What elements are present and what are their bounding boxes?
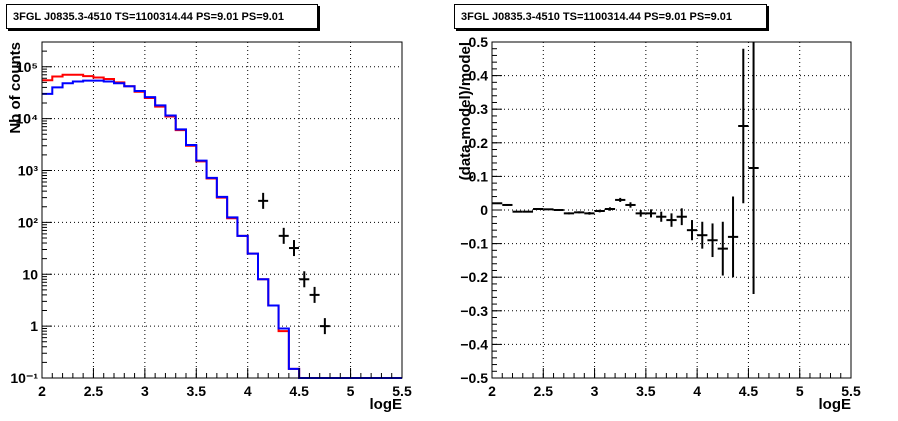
left-frame	[41, 41, 403, 379]
right-y-tick-label: −0.5	[460, 370, 488, 386]
right-x-tick-label: 4.5	[739, 383, 759, 399]
left-ticks	[41, 41, 403, 379]
right-tick-labels: 2 2.5 3 3.5 4 4.5 5 5.5 −0.5 −0.4 −0.3 −0.2 −0.1 0 0.1…	[460, 34, 861, 399]
right-chart-title: 3FGL J0835.3-4510 TS=1100314.44 PS=9.01 …	[454, 4, 767, 29]
right-x-tick-label: 3.5	[636, 383, 656, 399]
right-x-tick-label: 2.5	[534, 383, 554, 399]
left-x-tick-label: 5.5	[392, 383, 412, 399]
left-x-tick-label: 3	[141, 383, 149, 399]
left-y-tick-label: 1	[30, 318, 38, 334]
left-histogram-series-1	[42, 79, 402, 379]
right-chart: 2 2.5 3 3.5 4 4.5 5 5.5 −0.5 −0.4 −0.3 −0.2 −0.1 0 0.1…	[457, 34, 861, 413]
left-x-tick-label: 3.5	[187, 383, 207, 399]
right-x-tick-label: 5	[796, 383, 804, 399]
right-x-tick-label: 4	[693, 383, 701, 399]
right-x-tick-label: 2	[488, 383, 496, 399]
left-x-axis-title: logE	[370, 396, 403, 413]
right-y-tick-label: 0.4	[469, 68, 489, 84]
right-series	[492, 42, 759, 294]
left-y-tick-label: 10⁴	[16, 111, 39, 127]
left-series	[42, 73, 402, 379]
left-x-tick-label: 5	[347, 383, 355, 399]
left-histogram-series-0	[42, 73, 402, 379]
left-grid	[42, 42, 402, 378]
left-chart-title: 3FGL J0835.3-4510 TS=1100314.44 PS=9.01 …	[6, 4, 318, 29]
right-ticks	[491, 41, 852, 379]
right-y-tick-label: 0.5	[469, 34, 489, 50]
left-y-tick-label: 10²	[18, 214, 39, 230]
right-y-tick-label: −0.3	[460, 303, 488, 319]
left-tick-labels: 2 2.5 3 3.5 4 4.5 5 5.5 10⁻¹ 1 10 10² 10³ 10⁴ 10⁵	[10, 59, 412, 399]
left-y-tick-label: 10	[22, 266, 38, 282]
right-y-tick-label: 0.2	[469, 135, 489, 151]
left-x-tick-label: 4	[244, 383, 252, 399]
right-x-tick-label: 5.5	[841, 383, 861, 399]
left-y-axis-title: Nb of counts	[7, 42, 24, 134]
right-y-tick-label: −0.1	[460, 236, 488, 252]
left-chart: 2 2.5 3 3.5 4 4.5 5 5.5 10⁻¹ 1 10 10² 10³ 10⁴ 10⁵ logE…	[7, 41, 412, 413]
left-y-tick-label: 10⁻¹	[10, 370, 38, 386]
right-y-axis-title: (data-model)/model	[457, 42, 474, 180]
left-x-tick-label: 2	[38, 383, 46, 399]
left-y-tick-label: 10³	[18, 163, 39, 179]
right-y-tick-label: −0.2	[460, 269, 488, 285]
right-x-tick-label: 3	[591, 383, 599, 399]
right-y-tick-label: 0.3	[469, 101, 489, 117]
left-y-tick-label: 10⁵	[16, 59, 38, 75]
right-y-tick-label: 0.1	[469, 168, 489, 184]
left-x-tick-label: 4.5	[289, 383, 309, 399]
right-y-tick-label: −0.4	[460, 336, 488, 352]
left-x-tick-label: 2.5	[84, 383, 104, 399]
right-x-axis-title: logE	[819, 396, 852, 413]
right-y-tick-label: 0	[480, 202, 488, 218]
